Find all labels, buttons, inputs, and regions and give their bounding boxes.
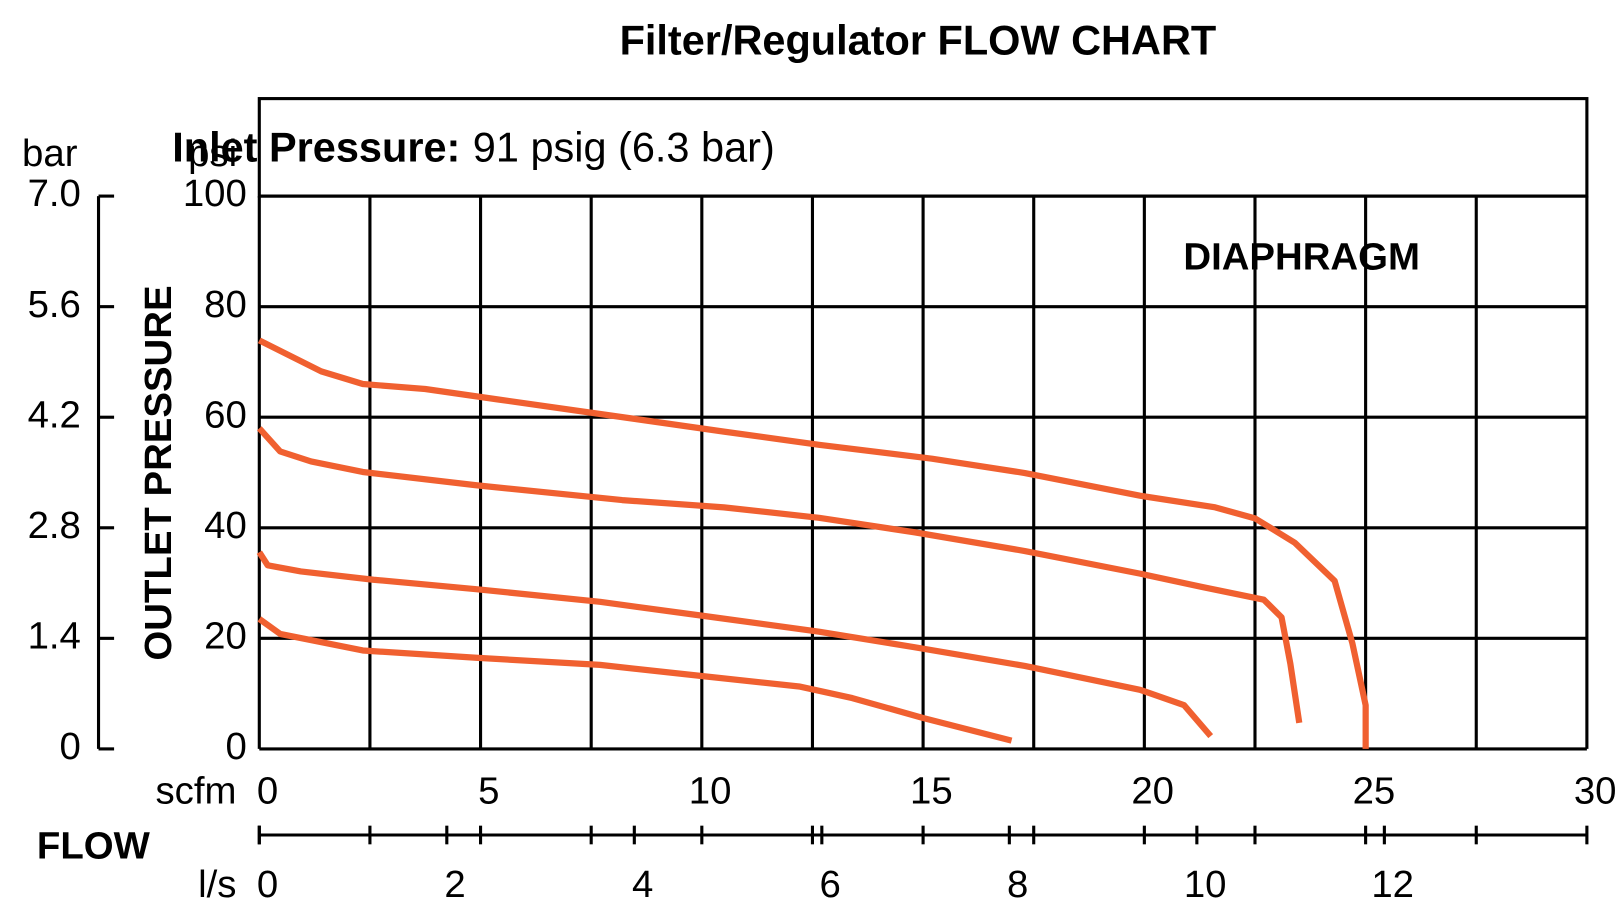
x2-unit: l/s [198, 863, 236, 906]
y2-tick-label: 5.6 [28, 283, 81, 326]
x2-tick-label: 12 [1371, 863, 1414, 906]
y-tick-label: 0 [226, 725, 247, 768]
x2-tick-label: 6 [819, 863, 840, 906]
subtitle: Inlet Pressure: 91 psig (6.3 bar) [172, 123, 775, 170]
x-tick-label: 0 [257, 770, 278, 813]
annotation: DIAPHRAGM [1183, 236, 1420, 279]
y2-tick-label: 2.8 [28, 504, 81, 547]
y-unit: psi [188, 132, 237, 175]
y-axis-label: OUTLET PRESSURE [137, 285, 180, 660]
y-tick-label: 60 [204, 393, 247, 436]
y2-unit: bar [22, 132, 78, 175]
x2-tick-label: 10 [1184, 863, 1227, 906]
x-tick-label: 30 [1574, 770, 1617, 813]
x-tick-label: 15 [910, 770, 953, 813]
subtitle-text: 91 psig (6.3 bar) [473, 123, 775, 170]
x2-tick-label: 8 [1007, 863, 1028, 906]
y-tick-label: 40 [204, 504, 247, 547]
x2-tick-label: 2 [444, 863, 465, 906]
x-tick-label: 25 [1353, 770, 1396, 813]
x-tick-label: 5 [478, 770, 499, 813]
y-tick-label: 20 [204, 614, 247, 657]
flow-curve [256, 426, 1303, 724]
x-axis-label: FLOW [37, 825, 151, 868]
y2-tick-label: 0 [60, 725, 81, 768]
y2-tick-label: 7.0 [28, 172, 81, 215]
x2-tick-label: 0 [257, 863, 278, 906]
x-tick-label: 20 [1131, 770, 1174, 813]
chart-title: Filter/Regulator FLOW CHART [620, 17, 1217, 64]
y2-tick-label: 4.2 [28, 393, 81, 436]
flow-curve [257, 616, 1013, 744]
x2-tick-label: 4 [632, 863, 653, 906]
y-tick-label: 80 [204, 283, 247, 326]
y2-tick-label: 1.4 [28, 614, 81, 657]
x-unit: scfm [155, 770, 236, 813]
y-tick-label: 100 [183, 172, 247, 215]
subtitle-bold: Inlet Pressure: [172, 123, 460, 170]
x-tick-label: 10 [689, 770, 732, 813]
flow-curve [257, 337, 1369, 749]
flow-curve [256, 550, 1214, 739]
